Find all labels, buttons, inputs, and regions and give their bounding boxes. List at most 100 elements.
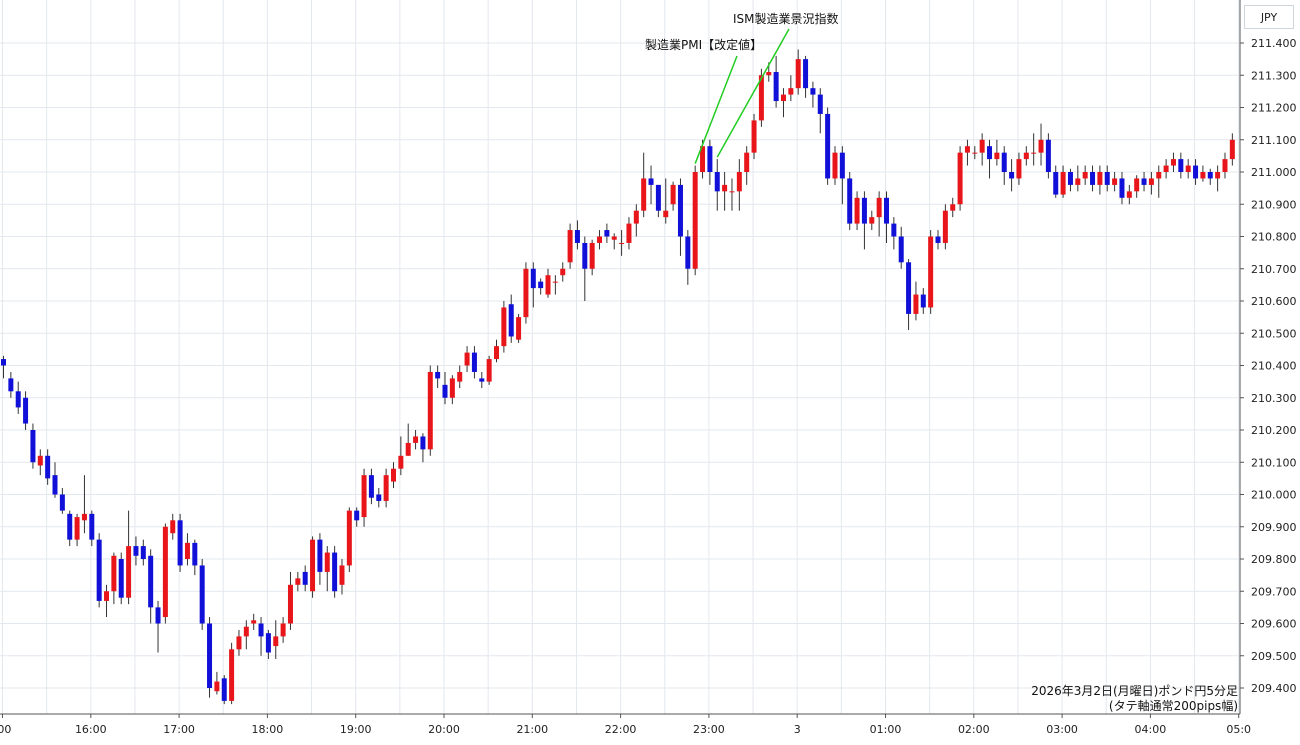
candle-body [847, 178, 853, 224]
x-tick-label: 02:00 [958, 723, 990, 736]
candle-body [464, 352, 470, 366]
candle-body [574, 230, 580, 243]
candle-body [1031, 152, 1037, 154]
candle-body [280, 623, 286, 637]
candle-body [744, 152, 750, 172]
candle-body [810, 88, 816, 95]
x-tick-label: 18:00 [252, 723, 284, 736]
annotation-label-ism: ISM製造業景況指数 [733, 11, 839, 26]
candle-body [37, 455, 43, 466]
currency-label[interactable]: JPY [1244, 5, 1294, 29]
candle-body [1001, 152, 1007, 172]
candle-body [803, 59, 809, 89]
candle-body [126, 546, 132, 598]
candle-body [1, 359, 6, 366]
y-tick-label: 209.900 [1251, 521, 1297, 534]
candle-body [1170, 159, 1176, 166]
candle-body [700, 146, 706, 172]
candle-body [817, 94, 823, 114]
candle-body [1229, 139, 1235, 160]
candle-body [670, 184, 676, 205]
candle-body [295, 578, 301, 585]
candle-body [243, 626, 249, 637]
annotation-label-pmi: 製造業PMI【改定値】 [645, 37, 762, 52]
candle-body [170, 520, 176, 534]
annotation-line-ism [716, 28, 790, 158]
candle-body [317, 539, 323, 572]
candle-body [935, 236, 941, 243]
chart-caption-line2: (タテ軸通常200pips幅) [1108, 699, 1238, 713]
candle-body [884, 197, 889, 224]
candle-body [1141, 178, 1147, 185]
y-tick-label: 210.500 [1251, 327, 1297, 340]
candle-body [236, 636, 242, 650]
candle-body [81, 513, 87, 521]
y-tick-label: 211.000 [1251, 166, 1297, 179]
candle-body [398, 455, 404, 469]
candle-body [972, 152, 978, 154]
candle-body [780, 94, 786, 102]
candle-body [8, 378, 14, 392]
y-tick-label: 210.300 [1251, 392, 1297, 405]
candle-body [184, 542, 190, 559]
candle-body [1207, 172, 1213, 179]
candle-body [1075, 178, 1081, 185]
candle-body [597, 236, 603, 243]
candle-body [376, 494, 382, 501]
candle-body [626, 223, 632, 243]
candle-body [471, 352, 477, 372]
candle-body [1185, 165, 1191, 172]
candle-body [383, 475, 389, 501]
candle-body [751, 120, 757, 153]
candle-body [906, 262, 912, 314]
candle-body [287, 584, 293, 624]
y-tick-label: 209.500 [1251, 650, 1297, 663]
x-tick-label: 3 [794, 723, 801, 736]
candle-body [361, 475, 367, 518]
candle-body [1090, 172, 1096, 185]
candle-body [486, 359, 492, 382]
candle-body [59, 494, 65, 511]
candle-body [420, 436, 426, 450]
candle-body [1126, 191, 1132, 198]
candle-body [928, 236, 934, 308]
candle-body [861, 197, 867, 224]
x-tick-label: 20:00 [428, 723, 460, 736]
candle-body [714, 172, 720, 192]
chart-caption-line1: 2026年3月2日(月曜日)ポンド円5分足 [1031, 684, 1238, 698]
candle-body [258, 623, 264, 637]
candle-body [332, 552, 338, 592]
candle-body [707, 146, 713, 172]
y-tick-label: 210.800 [1251, 231, 1297, 244]
x-tick-label: 19:00 [340, 723, 372, 736]
candle-body [449, 378, 455, 398]
candle-body [758, 75, 764, 121]
candle-body [854, 197, 860, 224]
candle-body [530, 268, 536, 289]
candle-body [979, 139, 985, 153]
x-tick-label: 01:00 [870, 723, 902, 736]
candle-body [501, 307, 507, 347]
y-tick-label: 211.300 [1251, 69, 1297, 82]
candle-body [1200, 172, 1206, 179]
candle-body [155, 607, 161, 624]
candle-body [1112, 178, 1118, 185]
candle-body [736, 172, 742, 192]
candle-body [1119, 178, 1125, 198]
candle-body [251, 620, 257, 624]
candle-body [552, 281, 558, 283]
candle-body [964, 146, 970, 153]
x-tick-label: 04:00 [1135, 723, 1167, 736]
chart-grid [0, 0, 1240, 714]
candle-body [30, 430, 36, 463]
y-tick-label: 211.100 [1251, 134, 1297, 147]
candle-body [994, 152, 1000, 160]
x-tick-label: 16:00 [75, 723, 107, 736]
candle-body [52, 475, 58, 495]
candle-body [229, 649, 235, 701]
candle-body [655, 184, 661, 211]
y-tick-label: 211.200 [1251, 102, 1297, 115]
candle-body [1163, 165, 1169, 172]
